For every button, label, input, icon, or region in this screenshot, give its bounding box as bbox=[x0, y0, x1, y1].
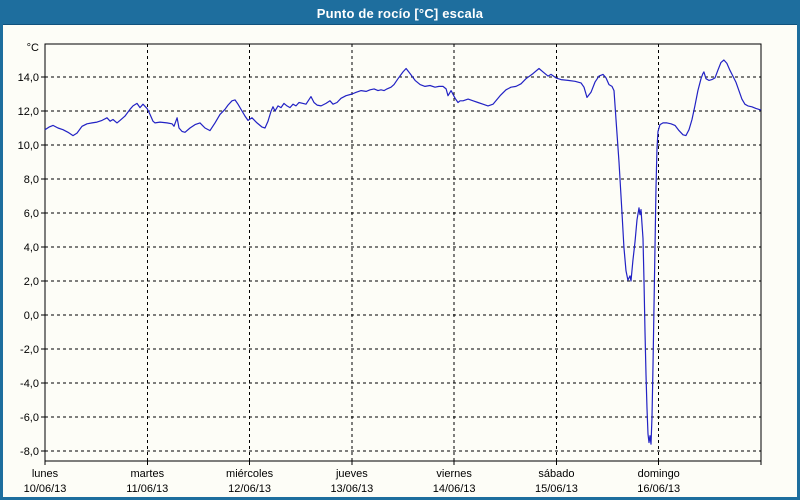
x-axis-day-name: lunes bbox=[32, 468, 59, 480]
y-axis-label: 4,0 bbox=[24, 242, 39, 254]
chart-area: 14,0 12,0 10,0 8,0 6,0 4,0 2,0 0,0 -2,0 -4,0 -6,0 -… bbox=[3, 25, 797, 497]
y-unit-label: °C bbox=[27, 42, 39, 54]
y-axis-label: -6,0 bbox=[20, 412, 39, 424]
y-axis-label: 14,0 bbox=[18, 72, 39, 84]
x-axis-day-date: 15/06/13 bbox=[535, 483, 578, 495]
x-axis-day-name: viernes bbox=[436, 468, 472, 480]
y-axis-label: 10,0 bbox=[18, 140, 39, 152]
y-axis-label: -2,0 bbox=[20, 344, 39, 356]
y-axis-label: -8,0 bbox=[20, 446, 39, 458]
x-axis-day-name: sábado bbox=[538, 468, 574, 480]
x-axis-day-date: 10/06/13 bbox=[24, 483, 67, 495]
x-axis-day-name: martes bbox=[130, 468, 164, 480]
y-axis-label: 8,0 bbox=[24, 174, 39, 186]
x-axis-day-name: miércoles bbox=[226, 468, 274, 480]
x-axis-day-date: 13/06/13 bbox=[330, 483, 373, 495]
x-axis-day-date: 11/06/13 bbox=[126, 483, 168, 495]
x-axis-day-name: jueves bbox=[335, 468, 368, 480]
y-axis-label: 2,0 bbox=[24, 276, 39, 288]
dewpoint-line bbox=[44, 59, 762, 445]
x-axis-day-date: 14/06/13 bbox=[433, 483, 476, 495]
y-axis-label: 12,0 bbox=[18, 106, 39, 118]
y-axis-label: 0,0 bbox=[24, 310, 39, 322]
dewpoint-chart: 14,0 12,0 10,0 8,0 6,0 4,0 2,0 0,0 -2,0 -4,0 -6,0 -… bbox=[18, 42, 762, 495]
y-axis-label: 6,0 bbox=[24, 208, 39, 220]
y-axis-label: -4,0 bbox=[20, 378, 39, 390]
x-axis-day-date: 12/06/13 bbox=[228, 483, 271, 495]
window-title: Punto de rocío [°C] escala bbox=[316, 6, 484, 21]
window-title-bar: Punto de rocío [°C] escala bbox=[3, 3, 797, 25]
plot-border bbox=[44, 43, 762, 462]
x-axis-day-name: domingo bbox=[638, 468, 680, 480]
x-axis-day-date: 16/06/13 bbox=[637, 483, 680, 495]
